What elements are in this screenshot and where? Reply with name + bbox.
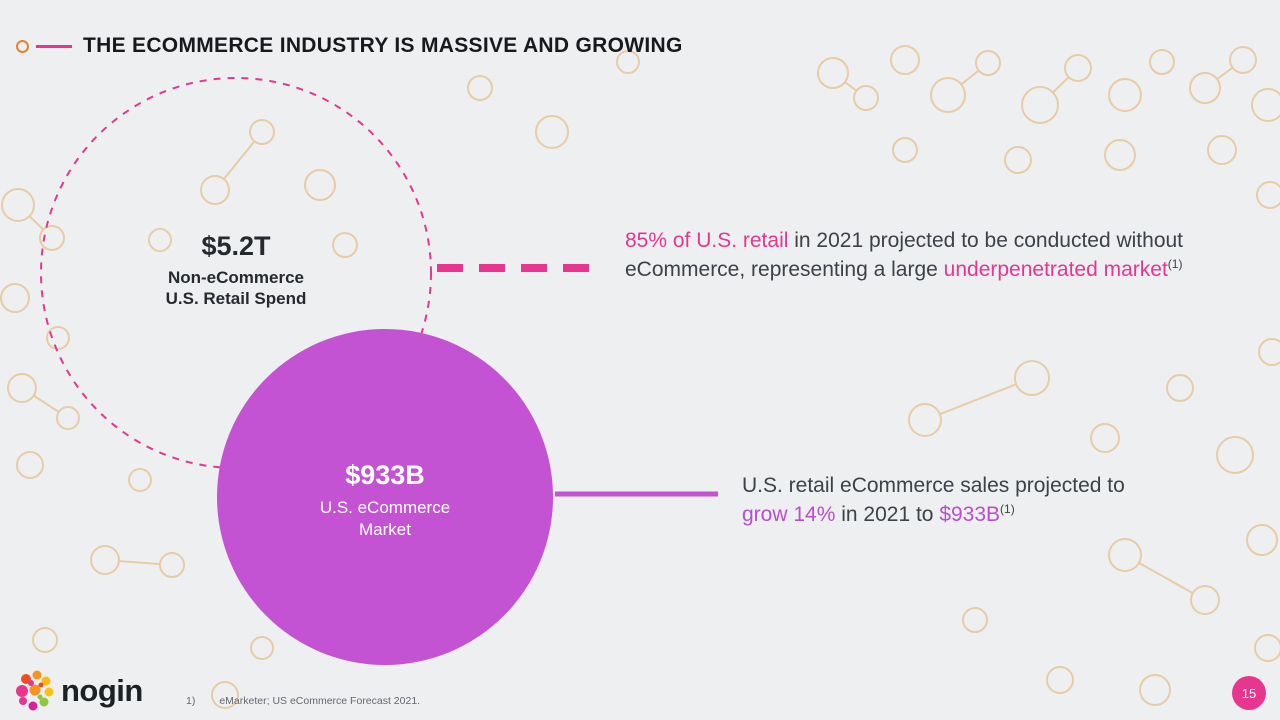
annotation-bottom-highlight-1: grow 14% xyxy=(742,503,836,526)
footnote-marker: 1) xyxy=(186,695,196,707)
annotation-bottom-body-2: in 2021 to xyxy=(835,503,940,526)
header-bullet-circle-icon xyxy=(16,39,29,53)
nogin-flower-icon xyxy=(16,670,54,711)
non-ecommerce-value: $5.2T xyxy=(201,231,271,261)
annotation-top-footnote-ref: (1) xyxy=(1167,257,1183,271)
slide-header: THE ECOMMERCE INDUSTRY IS MASSIVE AND GR… xyxy=(16,34,683,58)
annotation-bottom-highlight-2: $933B xyxy=(939,503,1001,526)
page-number-badge: 15 xyxy=(1232,676,1266,710)
non-ecommerce-label-line2: U.S. Retail Spend xyxy=(165,289,307,308)
non-ecommerce-label-line1: Non-eCommerce xyxy=(167,268,305,287)
non-ecommerce-dashed-circle xyxy=(40,77,432,469)
footnote: 1) eMarketer; US eCommerce Forecast 2021. xyxy=(186,695,420,707)
ecommerce-label: $933B U.S. eCommerce Market xyxy=(245,460,525,541)
non-ecommerce-label: $5.2T Non-eCommerce U.S. Retail Spend xyxy=(96,231,376,309)
slide-title: THE ECOMMERCE INDUSTRY IS MASSIVE AND GR… xyxy=(83,34,683,57)
annotation-top-body: in 2021 projected to be conducted withou… xyxy=(625,229,1184,281)
footnote-text: eMarketer; US eCommerce Forecast 2021. xyxy=(219,695,421,707)
annotation-top-highlight-1: 85% of U.S. retail xyxy=(625,229,789,252)
header-accent-line xyxy=(36,44,72,48)
annotation-top-highlight-2: underpenetrated market xyxy=(943,258,1168,281)
annotation-underpenetrated-market: 85% of U.S. retail in 2021 projected to … xyxy=(625,226,1185,284)
ecommerce-label-line2: Market xyxy=(359,520,411,539)
ecommerce-label-line1: U.S. eCommerce xyxy=(319,498,451,517)
nogin-logo-text: nogin xyxy=(61,673,143,708)
annotation-bottom-body-1: U.S. retail eCommerce sales projected to xyxy=(742,474,1125,497)
ecommerce-value: $933B xyxy=(345,460,425,490)
nogin-logo: nogin xyxy=(10,668,143,714)
ecommerce-solid-circle xyxy=(217,329,553,665)
annotation-bottom-footnote-ref: (1) xyxy=(1000,502,1015,516)
annotation-ecommerce-growth: U.S. retail eCommerce sales projected to… xyxy=(742,471,1172,529)
